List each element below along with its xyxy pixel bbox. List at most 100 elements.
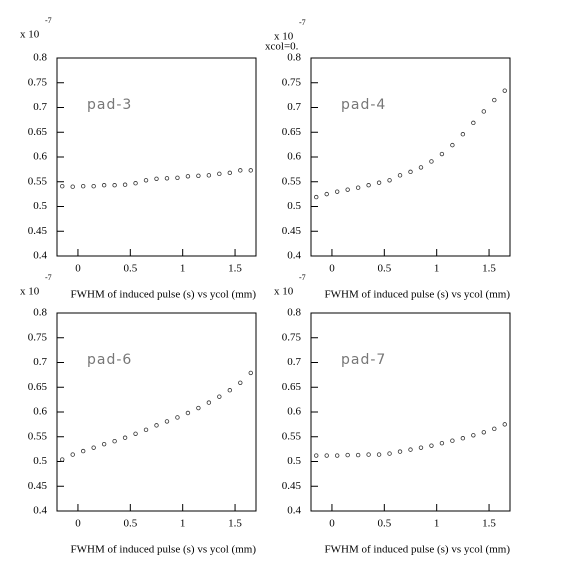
pad-label: pad-3: [87, 97, 132, 113]
data-point: [164, 419, 170, 424]
data-point: [439, 151, 445, 157]
data-point: [314, 194, 319, 200]
y-tick-label: 0.8: [33, 307, 47, 319]
data-point: [112, 183, 117, 188]
x-tick-label: 0: [329, 518, 335, 530]
y-tick-label: 0.8: [287, 307, 301, 319]
plot-frame: [56, 57, 257, 257]
data-point: [101, 441, 107, 447]
x-tick-label: 1.5: [228, 263, 242, 275]
data-point: [408, 169, 413, 175]
data-point: [397, 173, 403, 178]
axis-title: FWHM of induced pulse (s) vs ycol (mm): [325, 289, 511, 301]
scale-exponent: -7: [45, 16, 52, 25]
data-point: [80, 184, 86, 189]
data-point: [196, 173, 201, 179]
data-point: [366, 452, 371, 457]
y-tick-label: 0.55: [282, 430, 302, 442]
data-point: [154, 176, 159, 181]
data-point: [355, 452, 361, 458]
x-tick-label: 1: [180, 518, 186, 530]
data-point: [154, 423, 159, 428]
x-tick-label: 1.5: [482, 518, 496, 530]
data-point: [366, 183, 371, 188]
scale-label: x 10: [20, 29, 40, 41]
y-tick-label: 0.6: [33, 406, 47, 418]
x-tick-label: 1: [434, 518, 440, 530]
data-point: [91, 445, 96, 450]
data-point: [206, 173, 212, 178]
data-point: [471, 433, 476, 438]
y-tick-label: 0.5: [33, 455, 47, 467]
data-point: [345, 187, 350, 192]
scale-exponent: -7: [45, 273, 52, 282]
data-point: [227, 388, 233, 393]
y-tick-label: 0.4: [287, 250, 301, 262]
y-tick-label: 0.6: [287, 406, 301, 418]
data-point: [450, 142, 455, 148]
pad-label: pad-4: [341, 97, 386, 113]
scale-label: x 10: [20, 286, 40, 298]
data-point: [345, 452, 350, 458]
y-tick-label: 0.7: [33, 101, 47, 113]
axis-title: FWHM of induced pulse (s) vs ycol (mm): [325, 544, 511, 556]
data-point: [492, 426, 497, 432]
data-point: [206, 400, 212, 405]
y-tick-label: 0.7: [33, 356, 47, 368]
y-tick-label: 0.45: [28, 225, 48, 237]
data-point: [492, 97, 497, 103]
scale-exponent: -7: [299, 273, 306, 282]
note: xcol=0.: [265, 41, 299, 53]
y-tick-label: 0.55: [282, 175, 302, 187]
data-point: [122, 435, 128, 440]
x-tick-label: 1: [434, 263, 440, 275]
data-point: [133, 181, 138, 186]
x-tick-label: 1: [180, 263, 186, 275]
data-point: [502, 88, 507, 93]
data-point: [439, 440, 445, 446]
plot-frame: [56, 312, 257, 512]
data-point: [355, 185, 361, 190]
scale-exponent: -7: [299, 18, 306, 27]
y-tick-label: 0.5: [287, 200, 301, 212]
data-point: [164, 176, 170, 181]
data-point: [112, 439, 117, 444]
data-point: [376, 452, 382, 457]
data-point: [248, 168, 253, 173]
y-tick-label: 0.7: [287, 101, 301, 113]
data-point: [387, 178, 392, 183]
y-tick-label: 0.6: [33, 151, 47, 163]
data-point: [429, 443, 434, 448]
pad-label: pad-7: [341, 352, 386, 368]
x-tick-label: 0.5: [123, 518, 137, 530]
x-tick-label: 0: [329, 263, 335, 275]
y-tick-label: 0.5: [287, 455, 301, 467]
y-tick-label: 0.4: [287, 505, 301, 517]
y-tick-label: 0.75: [282, 76, 302, 88]
data-point: [101, 183, 107, 188]
scale-label: x 10: [274, 286, 294, 298]
data-point: [133, 431, 138, 436]
y-tick-label: 0.4: [33, 250, 47, 262]
axis-title: FWHM of induced pulse (s) vs ycol (mm): [71, 544, 257, 556]
data-point: [217, 394, 222, 399]
x-tick-label: 0: [75, 263, 81, 275]
data-point: [397, 449, 403, 454]
x-tick-label: 0.5: [377, 263, 391, 275]
y-tick-label: 0.75: [282, 331, 302, 343]
data-point: [418, 165, 424, 170]
data-point: [122, 182, 128, 187]
plot-frame: [310, 57, 511, 257]
data-point: [80, 448, 86, 454]
data-point: [196, 405, 201, 411]
data-point: [376, 180, 382, 185]
data-point: [460, 132, 466, 137]
y-tick-label: 0.45: [28, 480, 48, 492]
y-tick-label: 0.65: [282, 381, 302, 393]
data-point: [227, 170, 233, 176]
y-tick-label: 0.65: [28, 381, 48, 393]
y-tick-label: 0.5: [33, 200, 47, 212]
data-point: [143, 178, 149, 183]
y-tick-label: 0.55: [28, 430, 48, 442]
data-point: [185, 174, 191, 179]
